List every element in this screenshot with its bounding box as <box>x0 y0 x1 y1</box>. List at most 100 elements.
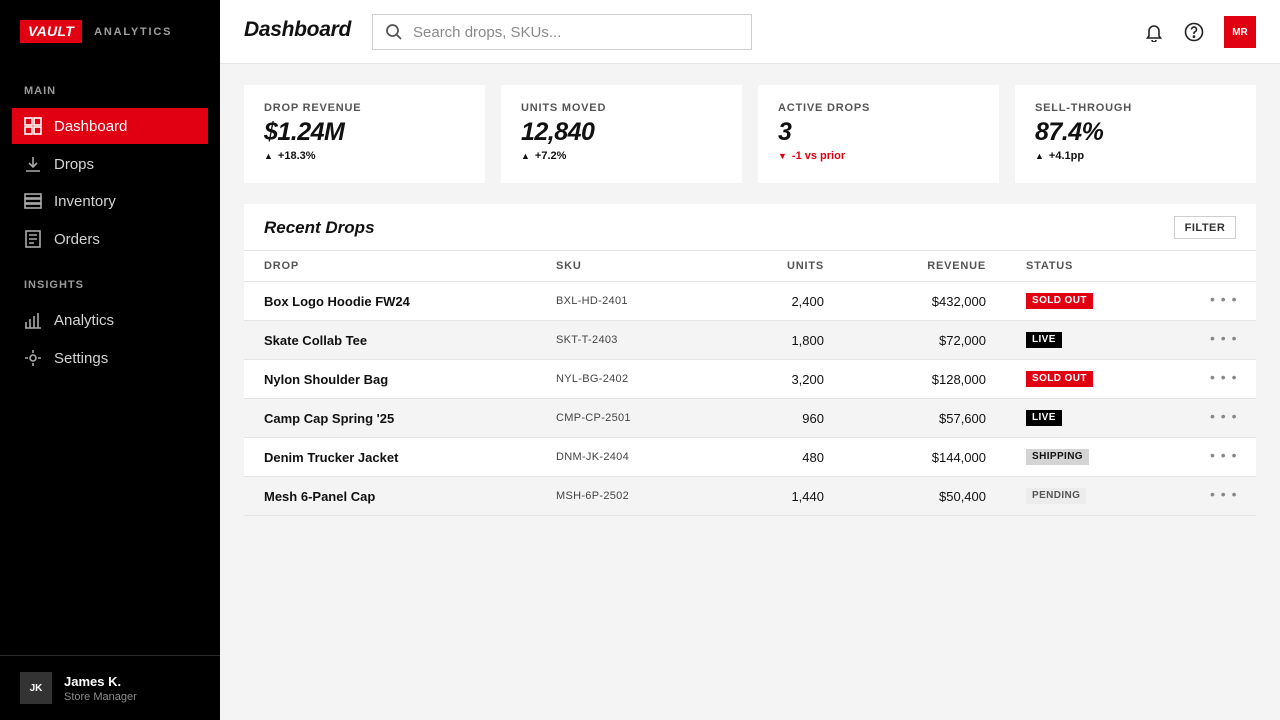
kpi-card-units-moved: UNITS MOVED 12,840 ▲ +7.2% <box>501 85 742 183</box>
kpi-card-drop-revenue: DROP REVENUE $1.24M ▲ +18.3% <box>244 85 485 183</box>
sidebar-item-inventory[interactable]: Inventory <box>12 183 208 219</box>
arrow-up-icon: ▲ <box>521 151 530 161</box>
inventory-icon <box>24 192 42 210</box>
search-box[interactable] <box>372 14 752 50</box>
sidebar-item-dashboard[interactable]: Dashboard <box>12 108 208 144</box>
drop-name: Camp Cap Spring '25 <box>264 411 395 426</box>
kpi-delta-text: +4.1pp <box>1048 150 1085 162</box>
column-header-status[interactable]: STATUS <box>1026 260 1074 272</box>
table-header: DROP SKU UNITS REVENUE STATUS <box>244 250 1256 282</box>
more-options-icon[interactable]: • • • <box>1210 291 1238 307</box>
top-header: Dashboard MR <box>220 0 1280 64</box>
status-badge: SOLD OUT <box>1026 371 1093 387</box>
units: 480 <box>802 450 824 465</box>
sidebar-item-label: Analytics <box>54 311 115 329</box>
sidebar-item-label: Drops <box>54 155 95 173</box>
nav-section-main: MAIN <box>24 85 57 97</box>
help-icon[interactable] <box>1183 21 1205 43</box>
nav-section-insights: INSIGHTS <box>24 279 84 291</box>
table-row[interactable]: Mesh 6-Panel Cap MSH-6P-2502 1,440 $50,4… <box>244 477 1256 516</box>
brand-logo[interactable]: VAULT <box>20 20 83 43</box>
column-header-sku[interactable]: SKU <box>556 260 582 272</box>
more-options-icon[interactable]: • • • <box>1210 330 1238 346</box>
arrow-up-icon: ▲ <box>1035 151 1044 161</box>
kpi-value: 87.4% <box>1035 118 1104 146</box>
arrow-up-icon: ▲ <box>264 151 273 161</box>
sku: SKT-T-2403 <box>556 334 618 346</box>
kpi-delta: ▲ +18.3% <box>264 150 465 162</box>
drop-name: Denim Trucker Jacket <box>264 450 399 465</box>
more-options-icon[interactable]: • • • <box>1210 486 1238 502</box>
drop-name: Mesh 6-Panel Cap <box>264 489 376 504</box>
table-row[interactable]: Denim Trucker Jacket DNM-JK-2404 480 $14… <box>244 438 1256 477</box>
drop-name: Nylon Shoulder Bag <box>264 372 389 387</box>
sidebar-item-drops[interactable]: Drops <box>12 146 208 182</box>
status-badge: SOLD OUT <box>1026 293 1093 309</box>
recent-drops-table: Recent Drops FILTER DROP SKU UNITS REVEN… <box>244 204 1256 516</box>
sku: DNM-JK-2404 <box>556 451 629 463</box>
table-row[interactable]: Skate Collab Tee SKT-T-2403 1,800 $72,00… <box>244 321 1256 360</box>
sku: CMP-CP-2501 <box>556 412 631 424</box>
table-row[interactable]: Box Logo Hoodie FW24 BXL-HD-2401 2,400 $… <box>244 282 1256 321</box>
download-icon <box>24 155 42 173</box>
kpi-delta: ▼ -1 vs prior <box>778 150 979 162</box>
brand[interactable]: VAULT ANALYTICS <box>20 20 172 43</box>
kpi-label: SELL-THROUGH <box>1035 102 1132 114</box>
table-row[interactable]: Nylon Shoulder Bag NYL-BG-2402 3,200 $12… <box>244 360 1256 399</box>
revenue: $144,000 <box>931 450 986 465</box>
table-row[interactable]: Camp Cap Spring '25 CMP-CP-2501 960 $57,… <box>244 399 1256 438</box>
more-options-icon[interactable]: • • • <box>1210 369 1238 385</box>
kpi-delta-text: -1 vs prior <box>791 150 846 162</box>
kpi-card-sell-through: SELL-THROUGH 87.4% ▲ +4.1pp <box>1015 85 1256 183</box>
drop-name: Box Logo Hoodie FW24 <box>264 294 410 309</box>
bell-icon[interactable] <box>1143 21 1165 43</box>
sidebar-item-orders[interactable]: Orders <box>12 221 208 257</box>
filter-button[interactable]: FILTER <box>1174 216 1236 239</box>
user-avatar[interactable]: MR <box>1224 16 1256 48</box>
kpi-value: 12,840 <box>521 118 595 146</box>
sku: MSH-6P-2502 <box>556 490 629 502</box>
units: 1,440 <box>791 489 824 504</box>
dashboard-icon <box>24 117 42 135</box>
brand-subtitle: ANALYTICS <box>94 25 173 38</box>
revenue: $57,600 <box>939 411 986 426</box>
revenue: $128,000 <box>931 372 986 387</box>
page-title: Dashboard <box>244 18 351 41</box>
kpi-label: ACTIVE DROPS <box>778 102 871 114</box>
sidebar-item-settings[interactable]: Settings <box>12 340 208 376</box>
revenue: $432,000 <box>931 294 986 309</box>
column-header-units[interactable]: UNITS <box>787 260 824 272</box>
kpi-label: DROP REVENUE <box>264 102 362 114</box>
more-options-icon[interactable]: • • • <box>1210 447 1238 463</box>
user-profile[interactable]: JK James K. Store Manager <box>0 655 220 720</box>
bar-chart-icon <box>24 311 42 329</box>
sidebar-item-label: Settings <box>54 349 109 367</box>
column-header-drop[interactable]: DROP <box>264 260 299 272</box>
search-input[interactable] <box>413 23 733 41</box>
units: 960 <box>802 411 824 426</box>
user-role: Store Manager <box>64 690 137 703</box>
user-name: James K. <box>64 673 122 689</box>
kpi-delta: ▲ +4.1pp <box>1035 150 1236 162</box>
status-badge: PENDING <box>1026 488 1087 504</box>
units: 2,400 <box>791 294 824 309</box>
sidebar-item-label: Orders <box>54 230 100 248</box>
revenue: $72,000 <box>939 333 986 348</box>
drop-name: Skate Collab Tee <box>264 333 368 348</box>
search-icon <box>385 23 403 41</box>
units: 3,200 <box>791 372 824 387</box>
status-badge: LIVE <box>1026 410 1062 426</box>
kpi-card-active-drops: ACTIVE DROPS 3 ▼ -1 vs prior <box>758 85 999 183</box>
sidebar-item-analytics[interactable]: Analytics <box>12 302 208 338</box>
avatar[interactable]: JK <box>20 672 52 704</box>
table-title: Recent Drops <box>264 218 375 237</box>
sidebar-item-label: Dashboard <box>54 117 128 135</box>
status-badge: LIVE <box>1026 332 1062 348</box>
user-info: James K. Store Manager <box>64 674 137 703</box>
kpi-delta-text: +7.2% <box>534 150 567 162</box>
units: 1,800 <box>791 333 824 348</box>
kpi-delta-text: +18.3% <box>277 150 316 162</box>
more-options-icon[interactable]: • • • <box>1210 408 1238 424</box>
column-header-revenue[interactable]: REVENUE <box>927 260 986 272</box>
kpi-value: $1.24M <box>264 118 345 146</box>
